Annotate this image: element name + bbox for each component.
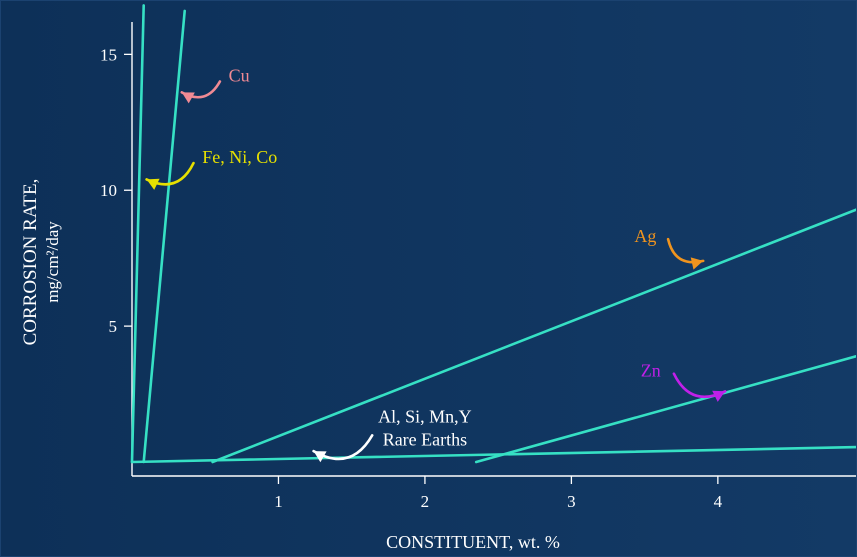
annotation-label-al-si-mn-y-rare-earths: Al, Si, Mn,Y [378,407,472,427]
axes-group: 5 10 15 1 2 3 4 [100,22,857,511]
series-line-al-si-mn-y-rare-earths [130,445,857,464]
y-tick-label: 10 [100,181,117,200]
x-tick-label: 3 [567,492,576,511]
annotations-group: Cu Fe, Ni, Co Ag Zn Al, Si, Mn,Y Rare Earths [145,66,727,463]
series-line-ag [211,208,857,464]
annotation-label-al-si-mn-y-rare-earths: Rare Earths [383,430,467,450]
annotation-arrowhead-cu [181,92,195,104]
x-tick-label: 4 [714,492,723,511]
annotation-label-ag: Ag [634,226,656,246]
annotation-arrowhead-fe-ni-co [146,178,160,190]
annotation-label-fe-ni-co: Fe, Ni, Co [202,147,277,167]
axis-labels-group: CONSTITUENT, wt. % CORROSION RATE, mg/cm… [20,179,560,552]
annotation-arrowhead-ag [690,257,704,270]
y-axis-title: CORROSION RATE, [20,179,41,346]
annotation-arrowhead-al-si-mn-y-rare-earths [313,451,327,463]
series-line-fe-ni-co [130,4,145,464]
annotation-arrowhead-zn [712,390,726,402]
series-line-cu [142,9,186,464]
x-tick-label: 1 [274,492,283,511]
y-tick-label: 15 [100,45,117,64]
series-group [130,4,857,464]
y-axis-unit: mg/cm²/day [43,221,62,303]
annotation-label-zn: Zn [641,360,661,380]
series-line-zn [474,354,857,464]
x-tick-label: 2 [421,492,430,511]
annotation-label-cu: Cu [229,66,250,86]
x-axis-title: CONSTITUENT, wt. % [386,532,560,552]
y-tick-label: 5 [109,317,118,336]
